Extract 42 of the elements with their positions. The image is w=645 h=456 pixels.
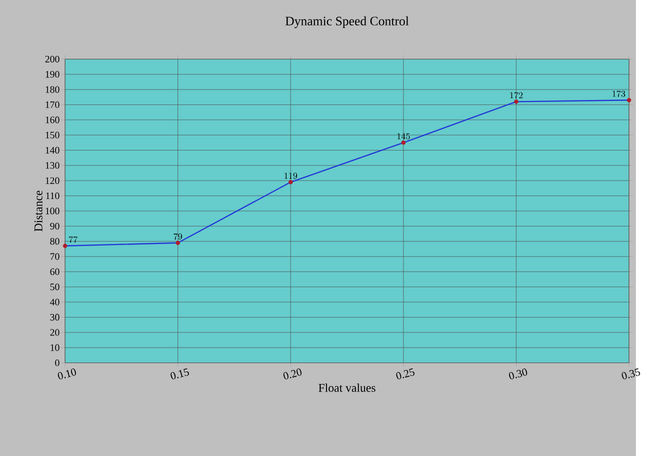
y-tick-label: 100 bbox=[46, 207, 60, 214]
y-tick-label: 180 bbox=[46, 86, 60, 93]
y-tick-label: 200 bbox=[45, 56, 60, 62]
data-label: 79 bbox=[174, 233, 182, 240]
y-tick-label: 190 bbox=[46, 70, 60, 78]
y-axis-title: Distance bbox=[34, 190, 42, 232]
y-tick-label: 80 bbox=[50, 238, 60, 244]
x-tick-label: 0.10 bbox=[58, 368, 76, 380]
y-tick-label: 0 bbox=[55, 359, 60, 366]
y-tick-label: 90 bbox=[50, 222, 60, 230]
point bbox=[401, 140, 406, 145]
point bbox=[626, 98, 632, 102]
x-tick-label: 0.15 bbox=[170, 368, 189, 380]
y-tick-label: 40 bbox=[50, 298, 60, 306]
y-tick-label: 140 bbox=[46, 146, 60, 154]
y-tick-label: 70 bbox=[50, 252, 60, 260]
point bbox=[288, 180, 293, 184]
y-tick-label: 130 bbox=[46, 162, 60, 169]
y-tick-label: 10 bbox=[50, 344, 60, 351]
x-tick-label: 0.25 bbox=[396, 368, 415, 380]
data-label: 77 bbox=[69, 236, 78, 242]
y-tick-label: 170 bbox=[46, 101, 60, 108]
x-axis-title: Float values bbox=[318, 383, 376, 392]
y-tick-label: 160 bbox=[46, 116, 60, 123]
data-label: 173 bbox=[612, 90, 626, 97]
y-tick-label: 150 bbox=[46, 132, 60, 138]
x-tick-label: 0.35 bbox=[622, 368, 640, 380]
x-tick-label: 0.30 bbox=[509, 368, 528, 380]
y-tick-label: 60 bbox=[50, 268, 60, 275]
y-tick-label: 50 bbox=[50, 283, 60, 290]
point bbox=[62, 243, 68, 248]
point bbox=[176, 240, 180, 245]
y-tick-label: 20 bbox=[50, 328, 60, 336]
x-tick-label: 0.20 bbox=[283, 368, 302, 380]
data-label: 145 bbox=[397, 132, 410, 140]
chart-title: Dynamic Speed Control bbox=[285, 16, 409, 28]
data-label: 119 bbox=[284, 172, 298, 179]
y-tick-label: 110 bbox=[46, 192, 60, 199]
point bbox=[514, 99, 518, 104]
data-label: 172 bbox=[510, 92, 523, 98]
y-tick-label: 30 bbox=[50, 314, 60, 320]
y-tick-label: 120 bbox=[46, 177, 60, 184]
